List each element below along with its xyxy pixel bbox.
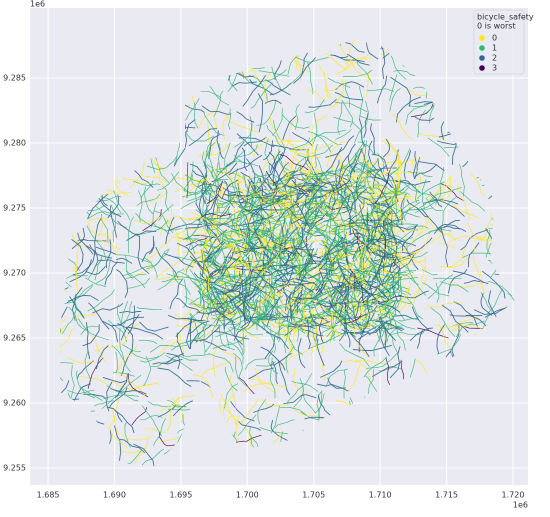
legend-label: 2 xyxy=(492,54,497,63)
legend-label: 1 xyxy=(492,44,497,53)
x-tick-label: 1.710 xyxy=(369,491,392,500)
legend-title: bicycle_safety xyxy=(477,13,534,22)
legend-marker xyxy=(479,55,485,61)
x-tick-label: 1.685 xyxy=(37,491,60,500)
x-offset-label: 1e6 xyxy=(513,501,528,510)
y-tick-label: 9.260 xyxy=(3,398,26,407)
x-tick-label: 1.700 xyxy=(236,491,259,500)
y-tick-label: 9.280 xyxy=(3,138,26,147)
y-tick-label: 9.255 xyxy=(3,463,26,472)
x-tick-label: 1.705 xyxy=(302,491,325,500)
y-offset-label: 1e6 xyxy=(30,0,45,9)
y-tick-label: 9.275 xyxy=(3,203,26,212)
legend-label: 0 xyxy=(492,34,497,43)
y-tick-label: 9.265 xyxy=(3,333,26,342)
x-tick-label: 1.715 xyxy=(435,491,458,500)
x-tick-label: 1.690 xyxy=(103,491,126,500)
x-tick-label: 1.695 xyxy=(169,491,192,500)
y-tick-label: 9.285 xyxy=(3,73,26,82)
legend-marker xyxy=(479,65,485,71)
legend-marker xyxy=(479,35,485,41)
legend-label: 3 xyxy=(492,64,497,73)
legend-marker xyxy=(479,45,485,51)
y-tick-label: 9.270 xyxy=(3,268,26,277)
legend-title: 0 is worst xyxy=(477,22,516,31)
x-tick-label: 1.720 xyxy=(502,491,525,500)
